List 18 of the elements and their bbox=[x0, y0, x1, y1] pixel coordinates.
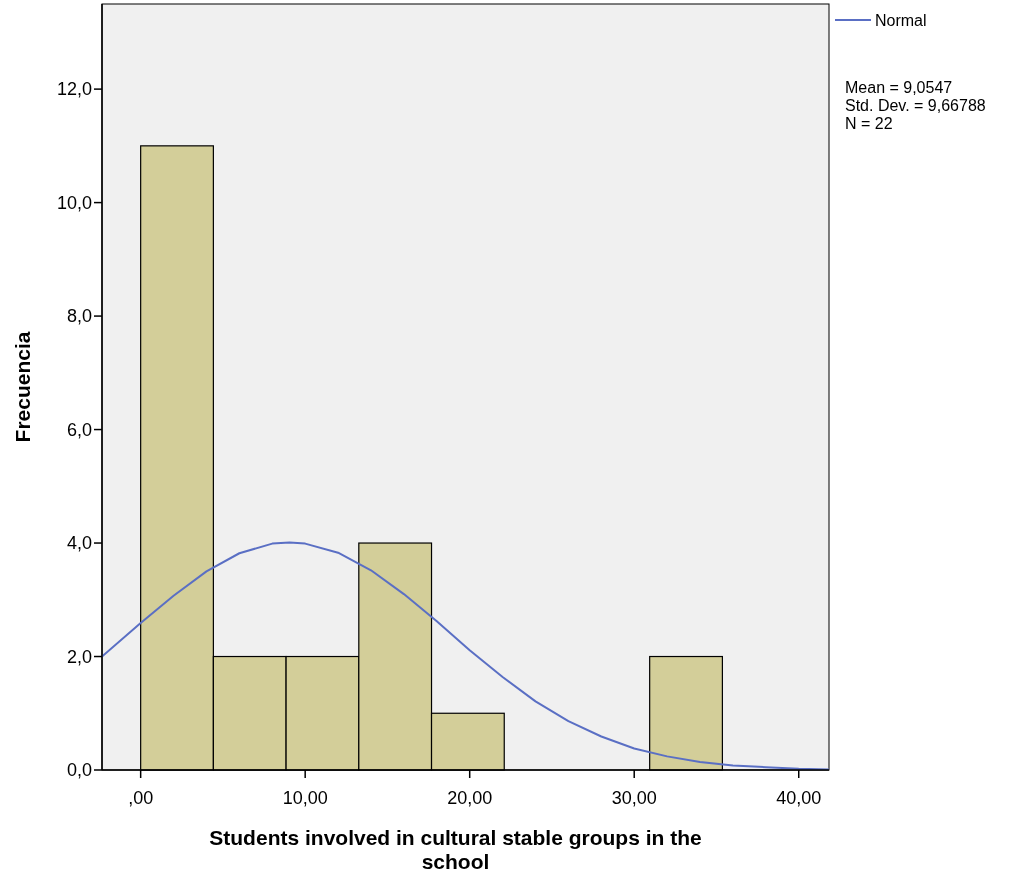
y-tick-label: 10,0 bbox=[56, 192, 92, 213]
x-tick-label: 40,00 bbox=[776, 788, 822, 808]
y-tick-label: 4,0 bbox=[66, 533, 92, 554]
legend-label: Normal bbox=[875, 11, 927, 29]
text: Std. Dev. = 9,66788 bbox=[845, 97, 986, 114]
x-tick-label: 10,00 bbox=[282, 788, 328, 808]
y-axis-title: Frecuencia bbox=[11, 331, 34, 443]
x-tick-label: ,00 bbox=[128, 788, 154, 808]
x-tick-label: 30,00 bbox=[611, 788, 657, 808]
x-tick-label: 20,00 bbox=[447, 788, 493, 808]
y-tick-label: 2,0 bbox=[66, 646, 92, 667]
text: Mean = 9,0547 bbox=[845, 79, 953, 96]
y-tick-label: 0,0 bbox=[66, 760, 92, 781]
y-tick-label: 8,0 bbox=[66, 306, 92, 327]
text: N = 22 bbox=[845, 115, 893, 132]
x-axis-title: Students involved in cultural stable groups in the school bbox=[209, 826, 702, 873]
y-tick-label: 6,0 bbox=[66, 419, 92, 440]
y-tick-label: 12,0 bbox=[56, 79, 92, 100]
